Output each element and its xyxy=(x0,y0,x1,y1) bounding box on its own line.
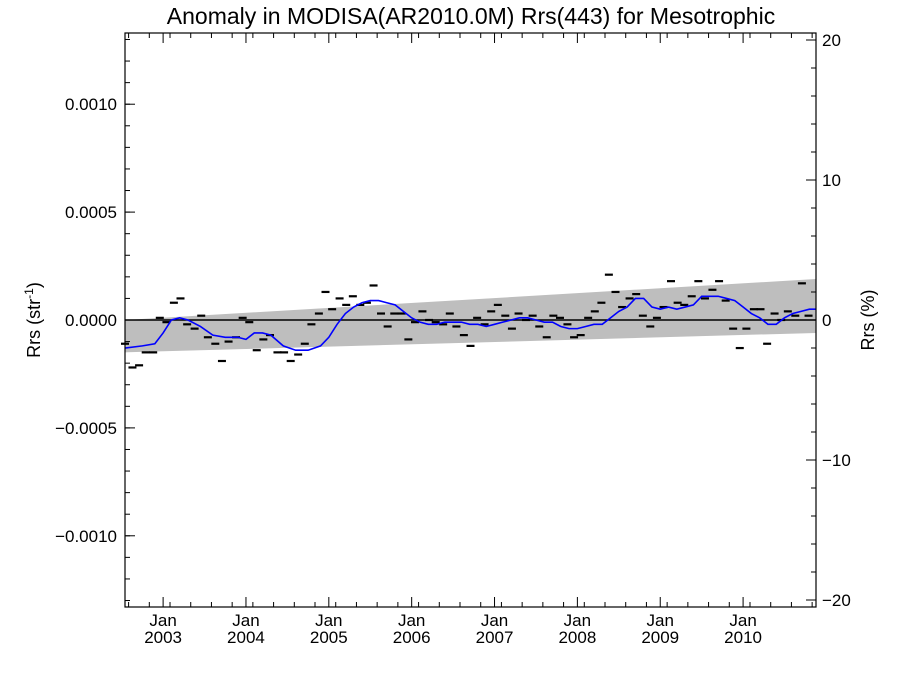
x-tick-year: 2003 xyxy=(144,628,182,647)
y-tick-label: −0.0010 xyxy=(55,527,117,546)
x-tick-month: Jan xyxy=(315,611,342,630)
axes: 0.00100.00050.0000−0.0005−0.001020100−10… xyxy=(55,31,851,647)
smoothed-anomaly-line xyxy=(124,295,816,352)
y-tick-label: 0.0010 xyxy=(65,95,117,114)
monthly-anomaly-points xyxy=(121,273,813,369)
x-tick-month: Jan xyxy=(398,611,425,630)
y2-tick-label: 20 xyxy=(822,31,841,50)
x-tick-year: 2007 xyxy=(476,628,514,647)
x-tick-month: Jan xyxy=(481,611,508,630)
y-axis-label-end: ) xyxy=(24,282,44,288)
trend-confidence-band xyxy=(125,279,816,353)
y2-tick-label: −10 xyxy=(822,451,851,470)
x-tick-year: 2004 xyxy=(227,628,265,647)
x-tick-month: Jan xyxy=(647,611,674,630)
x-tick-month: Jan xyxy=(149,611,176,630)
x-tick-month: Jan xyxy=(232,611,259,630)
x-tick-year: 2008 xyxy=(558,628,596,647)
x-tick-year: 2006 xyxy=(393,628,431,647)
x-tick-year: 2009 xyxy=(641,628,679,647)
y-axis-label-superscript: -1 xyxy=(22,288,36,299)
chart-title: Anomaly in MODISA(AR2010.0M) Rrs(443) fo… xyxy=(167,3,775,29)
y-tick-label: 0.0000 xyxy=(65,311,117,330)
y-tick-label: −0.0005 xyxy=(55,419,117,438)
y2-tick-label: −20 xyxy=(822,591,851,610)
plot-area xyxy=(121,273,816,369)
x-tick-year: 2010 xyxy=(724,628,762,647)
y-axis-label-main: Rrs (str xyxy=(24,299,44,358)
x-tick-month: Jan xyxy=(729,611,756,630)
y-tick-label: 0.0005 xyxy=(65,203,117,222)
y2-tick-label: 10 xyxy=(822,171,841,190)
y2-axis-label: Rrs (%) xyxy=(858,290,878,351)
x-tick-year: 2005 xyxy=(310,628,348,647)
y-axis-label: Rrs (str-1) xyxy=(22,282,44,358)
y2-tick-label: 0 xyxy=(822,311,831,330)
x-tick-month: Jan xyxy=(564,611,591,630)
